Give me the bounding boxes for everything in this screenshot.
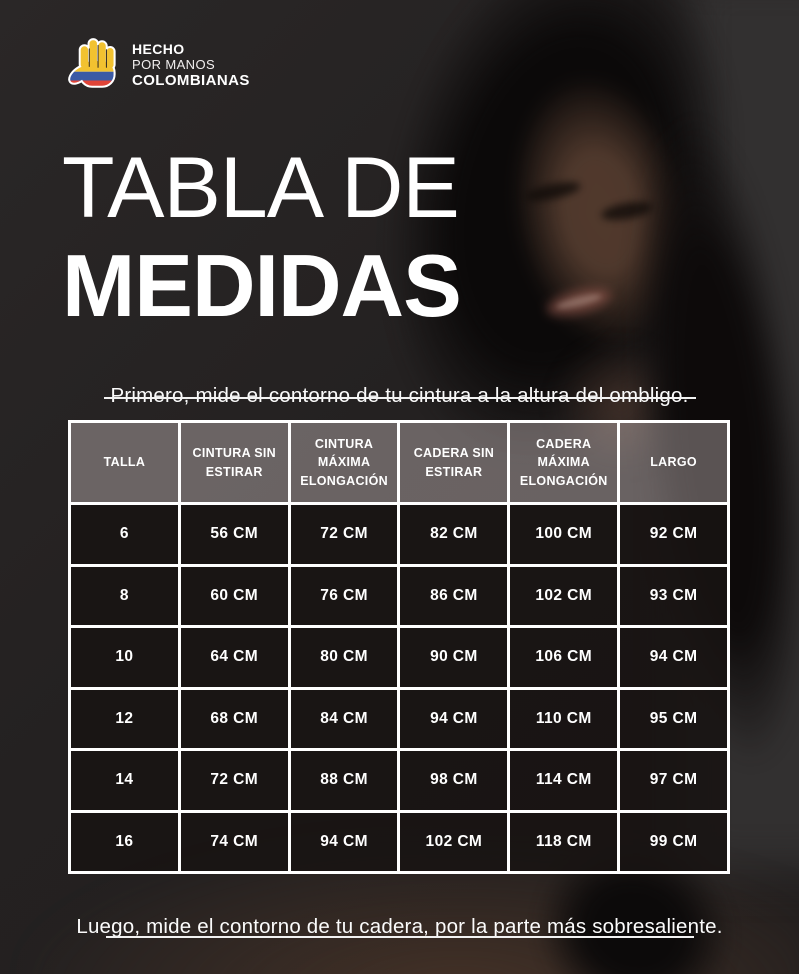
page-title-line-2: MEDIDAS [62,236,462,336]
size-row-14: 14 72 CM 88 CM 98 CM 114 CM 97 CM [68,748,730,813]
size-row-16: 16 74 CM 94 CM 102 CM 118 CM 99 CM [68,809,730,874]
column-header-cadera-maxima: CADERA MÁXIMA ELONGACIÓN [507,420,621,505]
brand-logo: HECHO POR MANOS COLOMBIANAS [64,33,250,99]
cell-cadera-sin-estirar: 86 CM [397,563,511,628]
cell-cintura-maxima: 72 CM [287,502,401,567]
divider-top [104,397,696,399]
size-table-header-row: TALLA CINTURA SIN ESTIRAR CINTURA MÁXIMA… [68,420,730,505]
page-title-line-1: TABLA DE [62,140,460,237]
cell-largo: 99 CM [617,809,730,874]
cell-largo: 95 CM [617,686,730,751]
instruction-hip: Luego, mide el contorno de tu cadera, po… [76,914,723,938]
cell-largo: 92 CM [617,502,730,567]
column-header-cintura-sin-estirar: CINTURA SIN ESTIRAR [177,420,291,505]
logo-line-3: COLOMBIANAS [132,71,250,89]
cell-largo: 93 CM [617,563,730,628]
cell-cintura-maxima: 76 CM [287,563,401,628]
size-row-10: 10 64 CM 80 CM 90 CM 106 CM 94 CM [68,625,730,690]
cell-cadera-sin-estirar: 90 CM [397,625,511,690]
cell-cadera-maxima: 118 CM [507,809,621,874]
cell-cadera-maxima: 100 CM [507,502,621,567]
cell-talla: 8 [68,563,181,628]
size-row-8: 8 60 CM 76 CM 86 CM 102 CM 93 CM [68,563,730,628]
cell-cadera-maxima: 106 CM [507,625,621,690]
cell-cintura-sin-estirar: 68 CM [177,686,291,751]
column-header-talla: TALLA [68,420,181,505]
instruction-waist: Primero, mide el contorno de tu cintura … [110,383,689,407]
brand-logo-text: HECHO POR MANOS COLOMBIANAS [132,42,250,89]
cell-cadera-sin-estirar: 102 CM [397,809,511,874]
size-table: TALLA CINTURA SIN ESTIRAR CINTURA MÁXIMA… [68,420,730,874]
cell-talla: 6 [68,502,181,567]
cell-cadera-sin-estirar: 82 CM [397,502,511,567]
cell-cintura-sin-estirar: 64 CM [177,625,291,690]
logo-line-1: HECHO [132,41,185,58]
cell-cintura-sin-estirar: 74 CM [177,809,291,874]
cell-cintura-sin-estirar: 72 CM [177,748,291,813]
cell-cadera-sin-estirar: 98 CM [397,748,511,813]
column-header-cintura-maxima: CINTURA MÁXIMA ELONGACIÓN [287,420,401,505]
cell-cintura-maxima: 88 CM [287,748,401,813]
cell-largo: 94 CM [617,625,730,690]
cell-cadera-maxima: 110 CM [507,686,621,751]
cell-cadera-sin-estirar: 94 CM [397,686,511,751]
column-header-largo: LARGO [617,420,730,505]
cell-cintura-sin-estirar: 60 CM [177,563,291,628]
cell-cintura-maxima: 84 CM [287,686,401,751]
logo-line-2: POR MANOS [132,57,216,73]
cell-cintura-maxima: 80 CM [287,625,401,690]
size-row-12: 12 68 CM 84 CM 94 CM 110 CM 95 CM [68,686,730,751]
size-row-6: 6 56 CM 72 CM 82 CM 100 CM 92 CM [68,502,730,567]
column-header-cadera-sin-estirar: CADERA SIN ESTIRAR [397,420,511,505]
cell-cintura-maxima: 94 CM [287,809,401,874]
cell-talla: 14 [68,748,181,813]
cell-cintura-sin-estirar: 56 CM [177,502,291,567]
divider-bottom [106,936,694,938]
page-title: TABLA DE MEDIDAS [62,139,462,336]
cell-largo: 97 CM [617,748,730,813]
cell-cadera-maxima: 102 CM [507,563,621,628]
cell-cadera-maxima: 114 CM [507,748,621,813]
cell-talla: 16 [68,809,181,874]
cell-talla: 10 [68,625,181,690]
hand-flag-icon [67,38,116,88]
cell-talla: 12 [68,686,181,751]
